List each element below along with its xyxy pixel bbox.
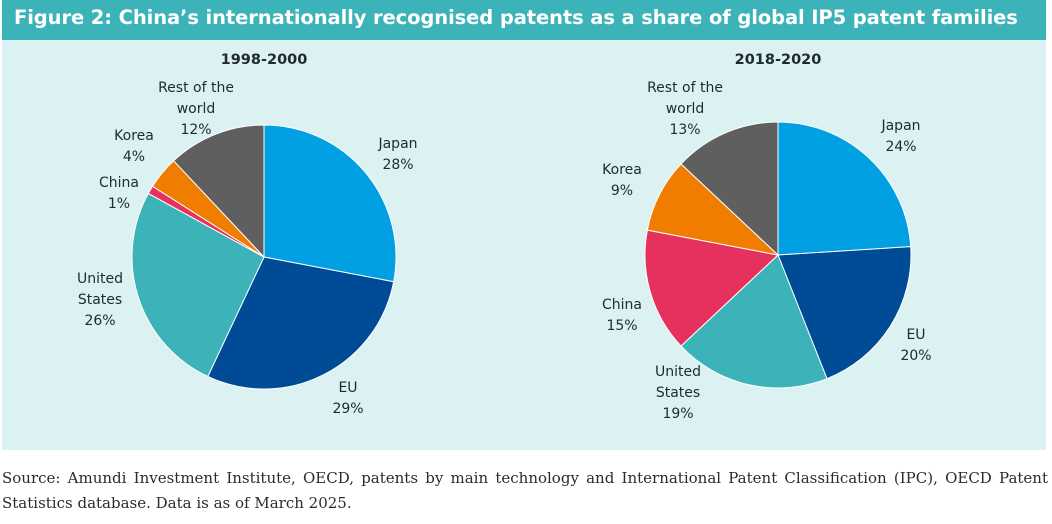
- figure-title: Figure 2: China’s internationally recogn…: [14, 6, 1018, 29]
- pie-slice-eu: [777, 246, 912, 380]
- slice-label-eu: EU 20%: [900, 327, 931, 364]
- pie-chart-2: 2018-2020 Japan 24% EU 20% United States 19% Chi…: [602, 52, 932, 422]
- slice-label-rest-of-the-world: Rest of the world 12%: [158, 80, 234, 138]
- slice-label-korea: Korea 9%: [602, 162, 642, 199]
- slice-label-china: China 1%: [99, 175, 139, 212]
- pie-slice-eu: [207, 256, 395, 390]
- pie-slice-japan: [777, 121, 912, 256]
- pie-slice-china: [644, 229, 780, 347]
- pie-slice-rest-of-the-world: [680, 121, 779, 257]
- pie-title: 2018-2020: [735, 52, 822, 68]
- slice-label-korea: Korea 4%: [114, 128, 154, 165]
- pie-slice-rest-of-the-world: [172, 124, 265, 259]
- pie-slice-united-states: [680, 254, 828, 389]
- chart-panel: 1998-2000 Japan 28% EU 29% United States 26% Chi…: [2, 40, 1046, 450]
- slice-label-japan: Japan 28%: [377, 136, 417, 173]
- source-note: Source: Amundi Investment Institute, OEC…: [2, 469, 1048, 512]
- pie-chart-1: 1998-2000 Japan 28% EU 29% United States 26% Chi…: [77, 52, 418, 417]
- slice-label-united-states: United States 19%: [655, 364, 701, 422]
- slice-label-eu: EU 29%: [332, 380, 363, 417]
- pie-title: 1998-2000: [221, 52, 308, 68]
- slice-label-japan: Japan 24%: [880, 118, 920, 155]
- slice-label-rest-of-the-world: Rest of the world 13%: [647, 80, 723, 138]
- pie-slice-japan: [263, 124, 397, 283]
- figure-title-bar: Figure 2: China’s internationally recogn…: [2, 0, 1046, 40]
- pie-charts: 1998-2000 Japan 28% EU 29% United States 26% Chi…: [77, 52, 932, 422]
- slice-label-united-states: United States 26%: [77, 271, 123, 329]
- slice-label-china: China 15%: [602, 297, 642, 334]
